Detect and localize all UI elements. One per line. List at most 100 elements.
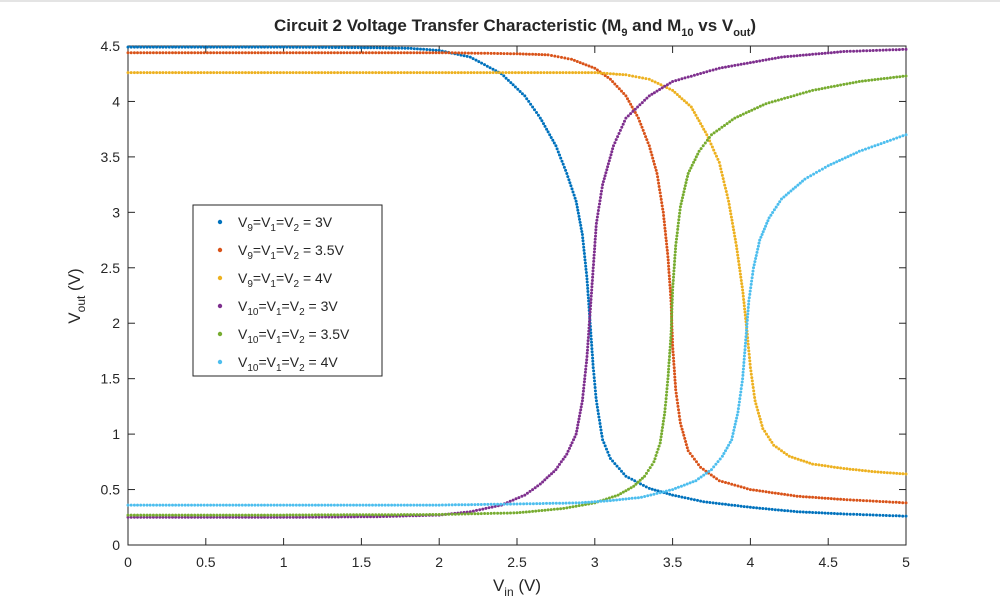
data-point xyxy=(509,502,512,506)
data-point xyxy=(548,501,552,505)
data-point xyxy=(301,51,305,55)
data-point xyxy=(692,111,696,114)
data-point xyxy=(571,501,575,505)
data-point xyxy=(193,513,197,517)
data-point xyxy=(323,71,327,75)
data-point xyxy=(440,51,444,55)
data-point xyxy=(851,468,855,471)
data-point xyxy=(754,402,758,406)
data-point xyxy=(694,155,698,159)
data-point xyxy=(528,489,532,493)
data-point xyxy=(699,122,703,126)
data-point xyxy=(885,76,889,80)
data-point xyxy=(855,49,859,53)
data-point xyxy=(142,513,146,517)
data-point xyxy=(145,45,149,49)
data-point xyxy=(703,141,707,145)
data-point xyxy=(136,71,139,75)
data-point xyxy=(659,197,663,201)
data-point xyxy=(787,454,791,458)
data-point xyxy=(129,45,133,49)
data-point xyxy=(212,71,216,75)
data-point xyxy=(616,135,620,139)
data-point xyxy=(479,51,483,55)
data-point xyxy=(518,52,522,56)
legend-marker xyxy=(217,275,223,281)
data-point xyxy=(434,71,438,75)
data-point xyxy=(307,71,311,75)
data-point xyxy=(730,438,734,442)
data-point xyxy=(804,90,808,94)
data-point xyxy=(829,465,833,469)
data-point xyxy=(399,503,403,507)
data-point xyxy=(440,512,444,516)
data-point xyxy=(651,156,655,160)
data-point xyxy=(846,155,850,159)
data-point xyxy=(650,153,654,157)
data-point xyxy=(737,263,741,267)
data-point xyxy=(817,169,821,173)
data-point xyxy=(139,51,143,55)
data-point xyxy=(352,513,355,517)
data-point xyxy=(632,484,636,488)
data-point xyxy=(715,477,719,481)
data-point xyxy=(717,127,721,131)
legend-box xyxy=(192,204,383,377)
data-point xyxy=(789,509,793,513)
data-point xyxy=(871,499,875,503)
data-point xyxy=(561,162,565,166)
data-point xyxy=(582,386,586,390)
data-point xyxy=(668,342,672,346)
data-point xyxy=(132,513,136,517)
data-point xyxy=(752,392,756,396)
data-point xyxy=(522,502,526,506)
data-point xyxy=(672,359,676,363)
data-point xyxy=(733,63,737,67)
data-point xyxy=(386,503,390,507)
data-point xyxy=(696,72,699,76)
data-point xyxy=(593,247,597,251)
data-point xyxy=(326,503,330,507)
data-point xyxy=(364,513,368,517)
data-point xyxy=(699,72,703,75)
data-point xyxy=(240,71,244,75)
data-point xyxy=(582,380,586,384)
data-point xyxy=(855,498,859,502)
data-point xyxy=(342,71,346,75)
data-point xyxy=(390,51,394,55)
data-point xyxy=(702,71,706,75)
data-point xyxy=(339,71,343,75)
data-point xyxy=(738,272,742,276)
data-point xyxy=(808,53,811,57)
data-point xyxy=(598,422,602,425)
data-point xyxy=(798,92,802,96)
data-point xyxy=(786,493,790,497)
data-point xyxy=(587,323,591,327)
data-point xyxy=(431,51,435,55)
data-point xyxy=(593,382,597,386)
data-point xyxy=(639,482,642,486)
data-point xyxy=(705,70,709,74)
data-point xyxy=(301,515,305,519)
data-point xyxy=(288,51,292,55)
data-point xyxy=(673,372,677,376)
data-point xyxy=(733,425,736,429)
data-point xyxy=(770,491,774,495)
data-point xyxy=(391,46,394,50)
data-point xyxy=(617,132,621,135)
data-point xyxy=(852,152,856,156)
data-point xyxy=(269,45,273,49)
data-point xyxy=(524,52,528,56)
data-point xyxy=(741,112,745,116)
data-point xyxy=(627,497,631,501)
data-point xyxy=(612,72,615,76)
data-point xyxy=(725,446,729,450)
data-point xyxy=(209,503,213,507)
data-point xyxy=(139,503,143,507)
data-point xyxy=(904,501,908,505)
data-point xyxy=(739,504,743,508)
data-point xyxy=(577,71,581,75)
data-point xyxy=(898,472,902,476)
data-point xyxy=(598,199,602,203)
data-point xyxy=(671,493,675,497)
